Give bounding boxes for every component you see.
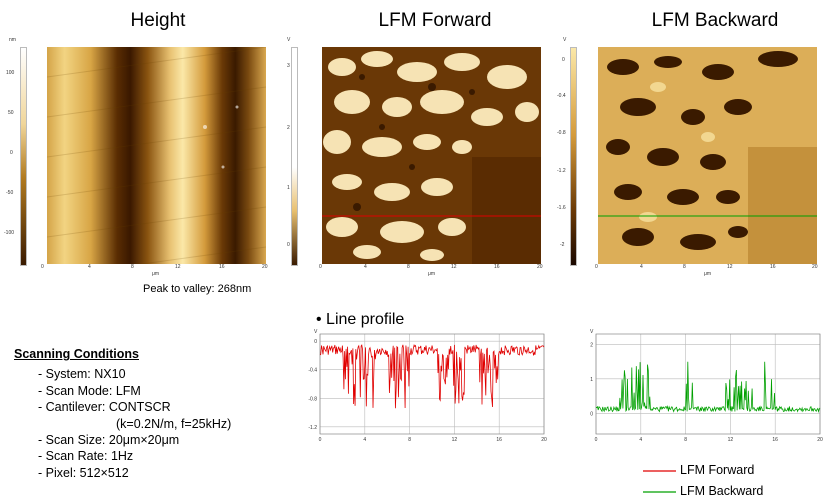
svg-text:0: 0 xyxy=(319,264,322,270)
height-cbar-tick: -50 xyxy=(6,190,14,196)
condition-line: - Pixel: 512×512 xyxy=(38,465,129,480)
plot-frame xyxy=(595,333,821,435)
svg-text:16: 16 xyxy=(770,264,776,270)
fwd-cbar-tick: 0 xyxy=(287,242,290,248)
legend-forward-label: LFM Forward xyxy=(680,463,755,477)
fwd-colorbar xyxy=(291,47,298,266)
condition-line: (k=0.2N/m, f=25kHz) xyxy=(116,416,232,431)
y-tick-label: -1.2 xyxy=(308,425,317,431)
y-tick-label: 2 xyxy=(590,342,593,348)
x-tick-label: 0 xyxy=(319,437,322,443)
fwd-axes: 0 4 8 12 16 20 xyxy=(319,264,543,270)
x-tick-label: 12 xyxy=(728,437,734,443)
svg-text:20: 20 xyxy=(262,264,268,270)
height-colorbar-unit: nm xyxy=(9,37,16,43)
fwd-cbar-tick: 3 xyxy=(287,63,290,69)
conditions-title: Scanning Conditions xyxy=(14,347,139,361)
series-line xyxy=(595,361,821,414)
lfm-forward-image xyxy=(322,47,541,264)
x-tick-label: 16 xyxy=(772,437,778,443)
condition-line: - Scan Mode: LFM xyxy=(38,383,141,398)
height-axes: 0 4 8 12 16 20 xyxy=(41,264,268,270)
line-profile-forward-chart: 0-0.4-0.8-1.2048121620Vμm xyxy=(308,329,547,446)
lfm-backward-image xyxy=(598,47,817,264)
svg-text:0: 0 xyxy=(595,264,598,270)
svg-text:4: 4 xyxy=(640,264,643,270)
fwd-cbar-tick: 1 xyxy=(287,185,290,191)
svg-text:8: 8 xyxy=(683,264,686,270)
fwd-cbar-tick: 2 xyxy=(287,125,290,131)
x-tick-label: 20 xyxy=(817,437,823,443)
svg-text:12: 12 xyxy=(175,264,181,270)
condition-line: - System: NX10 xyxy=(38,367,126,382)
bwd-cbar-tick: -0.4 xyxy=(557,93,566,99)
fwd-colorbar-unit: V xyxy=(287,37,291,43)
y-tick-label: 1 xyxy=(590,377,593,383)
x-tick-label: 8 xyxy=(684,437,687,443)
series-line xyxy=(319,343,545,409)
condition-line: - Scan Size: 20μm×20μm xyxy=(38,433,180,448)
y-tick-label: -0.8 xyxy=(308,396,317,402)
peak-to-valley: Peak to valley: 268nm xyxy=(143,283,252,295)
line-profile-backward-chart: 2 1 0 0 4 8 12 16 20 Vμm xyxy=(590,329,823,446)
x-tick-label: 8 xyxy=(408,437,411,443)
x-tick-label: 0 xyxy=(595,437,598,443)
height-x-unit: μm xyxy=(152,271,160,277)
height-afm-image xyxy=(47,47,266,264)
legend-backward-swatch xyxy=(643,491,676,493)
svg-text:0: 0 xyxy=(41,264,44,270)
svg-text:8: 8 xyxy=(407,264,410,270)
x-tick-label: 4 xyxy=(363,437,366,443)
legend-forward-swatch xyxy=(643,470,676,472)
bwd-axes: 0 4 8 12 16 20 xyxy=(595,264,818,270)
plot-frame xyxy=(319,333,545,435)
scanning-conditions: Scanning Conditions - System: NX10 - Sca… xyxy=(14,346,231,481)
bwd-colorbar xyxy=(570,47,577,266)
bwd-cbar-tick: -2 xyxy=(560,242,565,248)
y-tick-label: 0 xyxy=(314,339,317,345)
condition-line: - Scan Rate: 1Hz xyxy=(38,449,134,464)
svg-text:16: 16 xyxy=(494,264,500,270)
legend-backward-label: LFM Backward xyxy=(680,484,764,498)
x-tick-label: 12 xyxy=(452,437,458,443)
svg-text:8: 8 xyxy=(131,264,134,270)
y-axis-label: V xyxy=(590,329,594,335)
height-cbar-tick: 100 xyxy=(6,70,15,76)
y-tick-label: -0.4 xyxy=(308,368,317,374)
svg-text:12: 12 xyxy=(727,264,733,270)
lfm-forward-title: LFM Forward xyxy=(378,10,492,31)
bwd-cbar-tick: -1.6 xyxy=(557,205,566,211)
y-tick-label: 0 xyxy=(590,411,593,417)
x-tick-label: 20 xyxy=(541,437,547,443)
condition-line: - Cantilever: CONTSCR xyxy=(38,400,171,415)
svg-text:12: 12 xyxy=(451,264,457,270)
x-tick-label: 16 xyxy=(496,437,502,443)
x-axis-label: μm xyxy=(705,444,711,446)
height-cbar-tick: -100 xyxy=(4,230,15,236)
bwd-cbar-tick: -0.8 xyxy=(557,130,566,136)
svg-text:16: 16 xyxy=(219,264,225,270)
fwd-x-unit: μm xyxy=(428,271,436,277)
lfm-backward-title: LFM Backward xyxy=(651,10,779,31)
height-cbar-tick: 50 xyxy=(8,110,14,116)
bwd-colorbar-unit: V xyxy=(563,37,567,43)
bwd-cbar-tick: -1.2 xyxy=(557,168,566,174)
line-profile-label: • Line profile xyxy=(316,311,405,328)
svg-text:4: 4 xyxy=(364,264,367,270)
svg-text:4: 4 xyxy=(88,264,91,270)
bwd-x-unit: μm xyxy=(704,271,712,277)
svg-text:20: 20 xyxy=(812,264,818,270)
x-tick-label: 4 xyxy=(639,437,642,443)
svg-text:20: 20 xyxy=(537,264,543,270)
bwd-cbar-tick: 0 xyxy=(562,57,565,63)
y-axis-label: V xyxy=(314,329,318,335)
height-cbar-tick: 0 xyxy=(10,150,13,156)
height-title: Height xyxy=(130,10,186,31)
height-colorbar xyxy=(20,47,27,266)
x-axis-label: μm xyxy=(429,444,435,446)
